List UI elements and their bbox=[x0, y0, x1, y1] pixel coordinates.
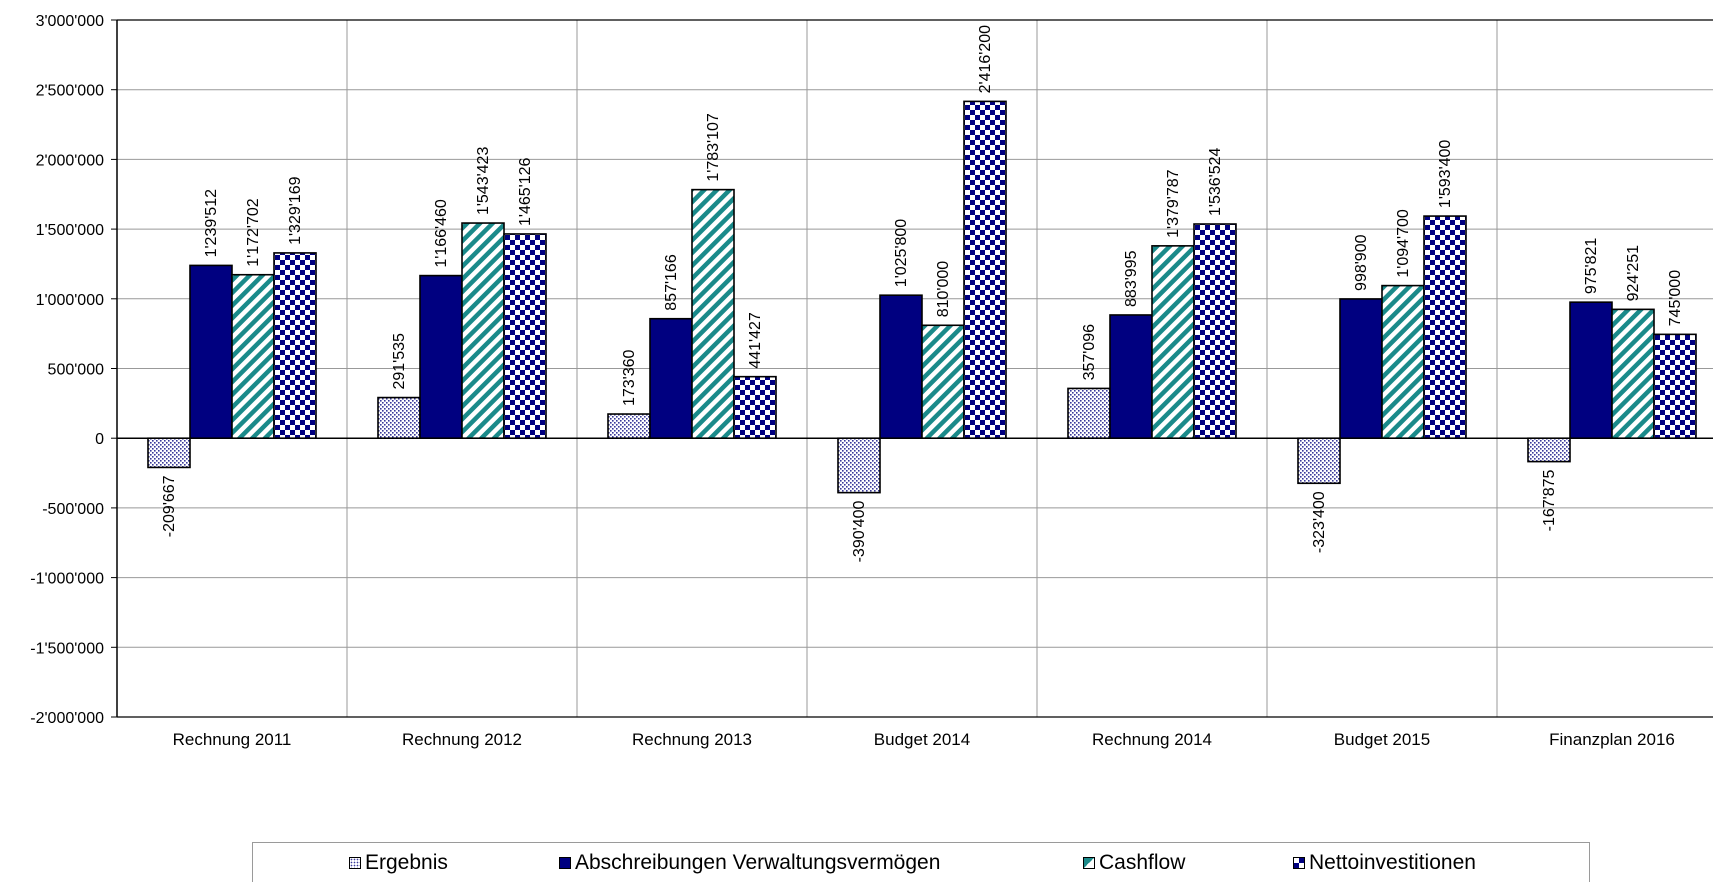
bar-ergebnis bbox=[1527, 437, 1571, 463]
y-tick-label: -2'000'000 bbox=[30, 710, 104, 727]
bar-ergebnis bbox=[1067, 387, 1111, 439]
bar-nettoinvestitionen bbox=[1653, 333, 1697, 439]
bar-nettoinvestitionen bbox=[1193, 223, 1237, 440]
legend-label-nettoinvestitionen: Nettoinvestitionen bbox=[1309, 851, 1476, 874]
bar-ergebnis bbox=[1297, 437, 1341, 485]
data-label: 357'096 bbox=[1081, 324, 1098, 381]
bar-cashflow bbox=[921, 324, 965, 440]
legend-item-nettoinvestitionen: Nettoinvestitionen bbox=[1293, 851, 1476, 875]
bar-abschreibungen-verwaltungsverm-gen bbox=[1109, 314, 1153, 440]
data-label: 1'783'107 bbox=[705, 113, 722, 182]
bar-cashflow bbox=[231, 273, 275, 439]
legend-swatch-abschreibungen bbox=[559, 857, 571, 869]
data-label: 975'821 bbox=[1583, 238, 1600, 295]
data-label: 1'593'400 bbox=[1437, 140, 1454, 209]
data-label: 1'329'169 bbox=[287, 176, 304, 245]
data-label: 883'995 bbox=[1123, 250, 1140, 307]
y-tick-label: 1'500'000 bbox=[36, 222, 105, 239]
legend-label-ergebnis: Ergebnis bbox=[365, 851, 448, 874]
bar-nettoinvestitionen bbox=[503, 233, 547, 440]
bar-cashflow bbox=[1381, 284, 1425, 439]
y-tick-label: 0 bbox=[95, 431, 104, 448]
bar-ergebnis bbox=[837, 437, 881, 494]
y-tick-label: -500'000 bbox=[42, 501, 104, 518]
axes: 3'000'000 2'500'000 2'000'000 1'500'000 1'00… bbox=[30, 13, 1713, 749]
bar-cashflow bbox=[461, 222, 505, 439]
data-label: 857'166 bbox=[663, 254, 680, 311]
x-tick-label: Finanzplan 2016 bbox=[1549, 730, 1675, 749]
data-label: 1'172'702 bbox=[245, 198, 262, 267]
data-label: -390'400 bbox=[851, 501, 868, 563]
bar-cashflow bbox=[1151, 245, 1195, 439]
legend: Ergebnis Abschreibungen Verwaltungsvermö… bbox=[252, 842, 1590, 882]
legend-label-cashflow: Cashflow bbox=[1099, 851, 1186, 874]
data-label: 1'379'787 bbox=[1165, 169, 1182, 238]
legend-swatch-ergebnis bbox=[349, 857, 361, 869]
bar-nettoinvestitionen bbox=[963, 100, 1007, 439]
x-tick-label: Rechnung 2011 bbox=[173, 730, 292, 749]
y-tick-label: -1'500'000 bbox=[30, 640, 104, 657]
data-label: 924'251 bbox=[1625, 245, 1642, 302]
data-label: -167'875 bbox=[1541, 470, 1558, 532]
bar-cashflow bbox=[691, 188, 735, 439]
bar-abschreibungen-verwaltungsverm-gen bbox=[879, 294, 923, 440]
x-tick-label: Rechnung 2013 bbox=[632, 730, 752, 749]
bar-ergebnis bbox=[377, 396, 421, 440]
bar-abschreibungen-verwaltungsverm-gen bbox=[649, 317, 693, 439]
y-tick-label: 1'000'000 bbox=[36, 292, 105, 309]
y-tick-label: 2'000'000 bbox=[36, 152, 105, 169]
data-label: 1'166'460 bbox=[433, 199, 450, 268]
data-label: 810'000 bbox=[935, 261, 952, 318]
legend-item-ergebnis: Ergebnis bbox=[349, 851, 448, 875]
bar-abschreibungen-verwaltungsverm-gen bbox=[189, 264, 233, 439]
data-label: 1'543'423 bbox=[475, 147, 492, 216]
data-label: 173'360 bbox=[621, 349, 638, 406]
x-tick-label: Budget 2014 bbox=[874, 730, 970, 749]
legend-label-abschreibungen: Abschreibungen Verwaltungsvermögen bbox=[575, 851, 941, 874]
y-tick-label: 2'500'000 bbox=[36, 83, 105, 100]
legend-swatch-cashflow bbox=[1083, 857, 1095, 869]
y-tick-label: 3'000'000 bbox=[36, 13, 105, 30]
x-tick-label: Rechnung 2014 bbox=[1092, 730, 1212, 749]
legend-item-abschreibungen: Abschreibungen Verwaltungsvermögen bbox=[559, 851, 940, 875]
data-label: 998'900 bbox=[1353, 234, 1370, 291]
data-label: 1'465'126 bbox=[517, 157, 534, 226]
bar-nettoinvestitionen bbox=[273, 252, 317, 440]
bar-ergebnis bbox=[147, 437, 191, 469]
data-label: 291'535 bbox=[391, 333, 408, 390]
x-tick-label: Budget 2015 bbox=[1334, 730, 1430, 749]
y-tick-label: 500'000 bbox=[48, 362, 105, 379]
data-label: 1'536'524 bbox=[1207, 148, 1224, 217]
data-labels: -209'667 1'239'512 1'172'702 1'329'169 291'5… bbox=[161, 25, 1684, 563]
data-label: 1'025'800 bbox=[893, 219, 910, 288]
data-label: 1'094'700 bbox=[1395, 209, 1412, 278]
bar-nettoinvestitionen bbox=[733, 375, 777, 439]
legend-swatch-nettoinvestitionen bbox=[1293, 857, 1305, 869]
bar-ergebnis bbox=[607, 413, 651, 440]
data-label: 2'416'200 bbox=[977, 25, 994, 94]
data-label: 441'427 bbox=[747, 312, 764, 369]
bar-abschreibungen-verwaltungsverm-gen bbox=[419, 274, 463, 440]
data-label: 1'239'512 bbox=[203, 189, 220, 258]
legend-item-cashflow: Cashflow bbox=[1083, 851, 1185, 875]
bar-cashflow bbox=[1611, 308, 1655, 439]
data-label: -323'400 bbox=[1311, 491, 1328, 553]
bar-abschreibungen-verwaltungsverm-gen bbox=[1339, 298, 1383, 439]
data-label: -209'667 bbox=[161, 475, 178, 537]
bar-nettoinvestitionen bbox=[1423, 215, 1467, 440]
bar-abschreibungen-verwaltungsverm-gen bbox=[1569, 301, 1613, 440]
bars bbox=[147, 100, 1697, 494]
y-tick-label: -1'000'000 bbox=[30, 571, 104, 588]
data-label: 745'000 bbox=[1667, 270, 1684, 327]
x-tick-label: Rechnung 2012 bbox=[402, 730, 522, 749]
